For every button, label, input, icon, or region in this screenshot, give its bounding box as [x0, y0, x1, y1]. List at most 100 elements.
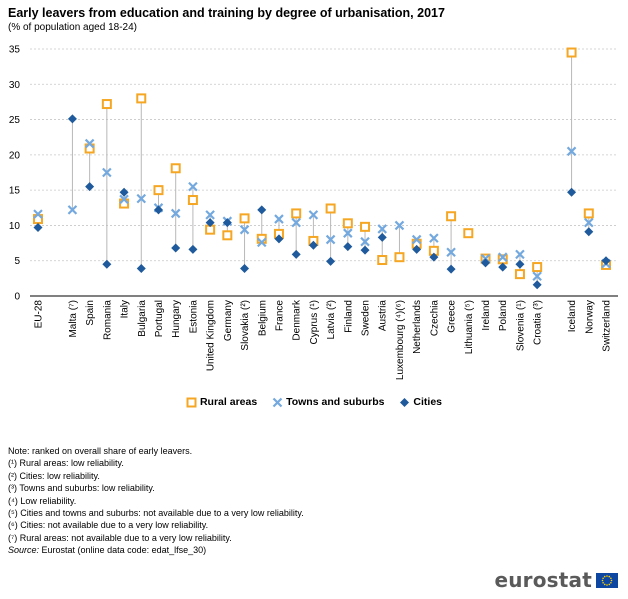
x-category-label: Bulgaria — [137, 300, 148, 337]
cities-point — [584, 227, 594, 237]
chart-subtitle: (% of population aged 18-24) — [8, 22, 137, 33]
x-category-label: Portugal — [154, 300, 165, 337]
y-tick-label: 20 — [9, 150, 21, 161]
rural-point — [342, 218, 353, 229]
towns-point — [291, 217, 301, 228]
legend-label-towns: Towns and suburbs — [286, 396, 385, 408]
x-category-label: Belgium — [257, 300, 268, 336]
towns-point — [205, 210, 215, 220]
rural-point — [377, 255, 388, 266]
note-line: (¹) Rural areas: low reliability. — [8, 458, 124, 469]
cities-point — [205, 218, 215, 228]
towns-point — [136, 193, 147, 204]
note-line: (⁷) Rural areas: not available due to a … — [8, 532, 232, 543]
cities-point — [67, 114, 77, 124]
cities-point — [308, 240, 318, 250]
x-category-label: Netherlands — [412, 300, 423, 354]
cities-point — [446, 264, 456, 274]
cities-point — [498, 262, 508, 272]
note-line: (⁵) Cities and towns and suburbs: not av… — [8, 508, 304, 519]
cities-point — [102, 259, 112, 269]
square-marker-icon — [186, 397, 197, 407]
towns-point — [102, 167, 112, 178]
note-line: (³) Towns and suburbs: low reliability. — [8, 483, 155, 494]
towns-point — [343, 228, 353, 238]
towns-point — [584, 217, 594, 228]
x-category-label: Croatia (³) — [533, 300, 544, 345]
towns-point — [33, 209, 43, 219]
legend-label-cities: Cities — [413, 396, 443, 408]
rural-point — [222, 230, 233, 241]
x-category-label: Denmark — [292, 299, 303, 341]
cross-marker-icon — [272, 397, 283, 407]
x-category-label: Latvia (²) — [326, 300, 337, 339]
rural-point — [360, 221, 371, 232]
towns-point — [274, 214, 284, 224]
towns-point — [119, 194, 129, 205]
rural-point — [566, 47, 577, 58]
legend-label-rural: Rural areas — [199, 396, 258, 408]
y-tick-label: 15 — [9, 186, 21, 197]
x-category-label: Austria — [378, 300, 389, 332]
note-line: (²) Cities: low reliability. — [8, 470, 100, 481]
cities-point — [33, 223, 43, 233]
y-tick-label: 5 — [14, 256, 20, 267]
x-category-label: Slovenia (¹) — [515, 300, 526, 351]
towns-point — [325, 234, 336, 245]
cities-point — [153, 205, 163, 215]
chart-title: Early leavers from education and trainin… — [8, 6, 445, 20]
rural-point — [532, 262, 543, 273]
chart-notes: Note: ranked on overall share of early l… — [8, 445, 304, 557]
x-category-label: Poland — [498, 300, 509, 331]
rural-point — [514, 269, 525, 280]
cities-point — [326, 256, 336, 266]
y-tick-label: 25 — [9, 115, 21, 126]
rural-point — [170, 163, 181, 174]
x-category-label: United Kingdom — [206, 300, 217, 371]
towns-point — [308, 210, 319, 220]
rural-point — [136, 93, 147, 104]
x-category-label: France — [274, 300, 285, 332]
x-category-label: Spain — [85, 300, 96, 326]
towns-point — [394, 220, 405, 231]
towns-point — [377, 224, 388, 234]
towns-point — [497, 252, 508, 262]
towns-point — [411, 234, 422, 245]
towns-point — [170, 208, 181, 219]
source-text: Eurostat (online data code: edat_lfse_30… — [39, 545, 207, 556]
rural-point — [394, 252, 405, 263]
rural-point — [239, 213, 250, 224]
rural-point — [325, 203, 336, 214]
eu-flag-icon — [596, 572, 618, 588]
cities-point — [136, 263, 146, 273]
cities-point — [188, 244, 198, 254]
y-tick-label: 10 — [9, 221, 21, 232]
cities-point — [601, 256, 611, 266]
cities-point — [515, 259, 525, 269]
x-category-label: Norway — [584, 300, 595, 334]
y-tick-label: 35 — [9, 45, 21, 56]
note-line: Note: ranked on overall share of early l… — [8, 446, 193, 456]
cities-point — [429, 252, 439, 262]
x-category-label: Luxembourg (⁴)(⁶) — [395, 300, 406, 380]
towns-point — [360, 236, 370, 247]
cities-point — [171, 243, 181, 253]
towns-point — [256, 237, 267, 248]
eurostat-logo: eurostat — [494, 568, 618, 592]
cities-point — [274, 234, 284, 244]
x-category-label: Lithuania (⁵) — [464, 300, 475, 354]
x-category-label: Cyprus (¹) — [309, 300, 320, 344]
x-category-label: Estonia — [188, 300, 199, 334]
towns-point — [532, 271, 542, 282]
cities-point — [360, 245, 370, 255]
note-line: (⁶) Cities: not available due to a very … — [8, 520, 209, 531]
dot-plot-chart: 0 5 10 15 20 25 30 35 EU-28 Malta (⁷) Spain Romania… — [9, 45, 618, 380]
cities-point — [343, 242, 353, 252]
rural-point — [101, 99, 112, 110]
x-category-label: Greece — [447, 300, 458, 333]
cities-point — [481, 258, 491, 268]
y-tick-label: 0 — [14, 292, 20, 303]
note-line: (⁴) Low reliability. — [8, 495, 77, 506]
y-tick-label: 30 — [9, 80, 21, 91]
source-line: Source: Eurostat (online data code: edat… — [8, 544, 304, 556]
